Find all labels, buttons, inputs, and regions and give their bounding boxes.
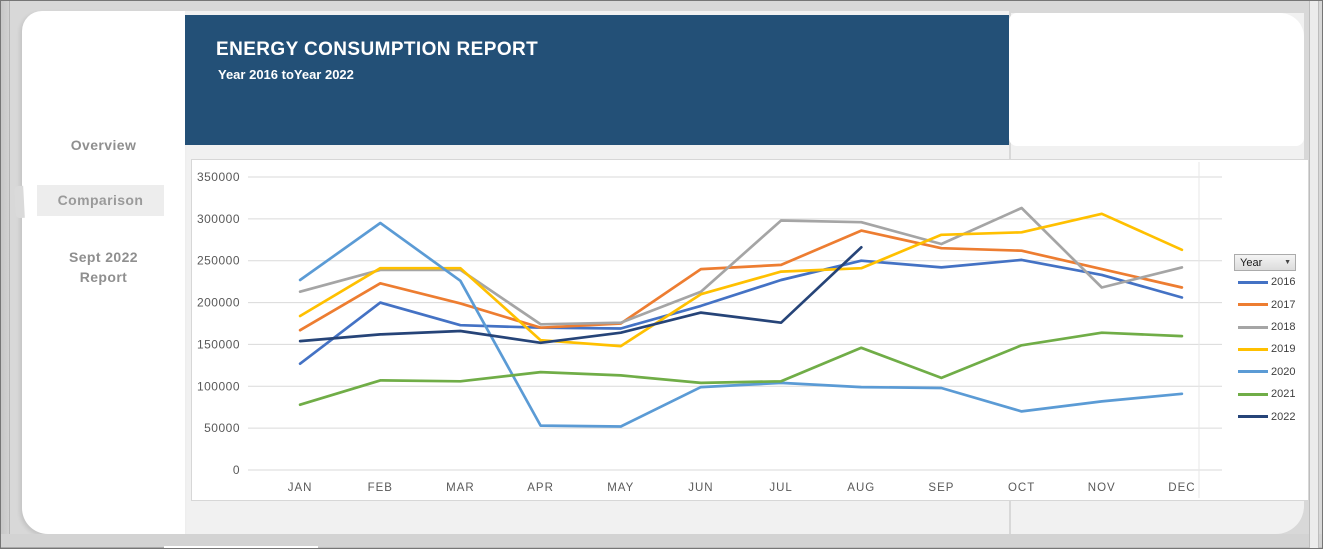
x-axis-month-label: MAR [446,482,475,494]
legend-swatch-2021 [1238,392,1268,396]
legend-item-2016: 2016 [1234,271,1304,293]
sheet-tab-divider [318,547,1322,548]
x-axis-month-label: OCT [1008,482,1035,494]
x-axis-month-label: NOV [1088,482,1116,494]
x-axis-month-label: APR [527,482,554,494]
series-line-2019 [298,212,1184,348]
y-axis-tick-label: 350000 [197,170,240,184]
legend-swatch-2016 [1238,280,1268,284]
sidebar-selection-notch [14,185,25,219]
legend-item-2021: 2021 [1234,383,1304,405]
legend-label: 2019 [1271,343,1296,356]
year-filter-label: Year [1240,256,1263,269]
y-axis-tick-label: 0 [233,463,240,477]
window-left-edge [1,1,10,548]
series-line-2020 [298,221,1184,428]
legend-item-2017: 2017 [1234,293,1304,315]
year-filter-dropdown[interactable]: Year ▼ [1234,254,1296,271]
report-title: ENERGY CONSUMPTION REPORT [216,39,539,60]
x-axis-month-label: JAN [288,482,313,494]
sidebar: Overview Comparison Sept 2022 Report [22,11,185,534]
legend-item-2018: 2018 [1234,316,1304,338]
report-subtitle: Year 2016 toYear 2022 [218,67,354,82]
x-axis-month-label: FEB [368,482,393,494]
legend-item-2020: 2020 [1234,361,1304,383]
y-axis-tick-label: 150000 [197,337,240,351]
legend-label: 2022 [1271,410,1296,423]
x-axis-month-label: AUG [847,482,875,494]
chart-legend: Year ▼ 2016 2017 2018 2019 2020 2021 2022 [1234,254,1304,428]
legend-swatch-2019 [1238,347,1268,351]
y-axis-tick-label: 250000 [197,254,240,268]
x-axis-month-label: DEC [1168,482,1195,494]
legend-label: 2020 [1271,365,1296,378]
legend-swatch-2020 [1238,370,1268,374]
chevron-down-icon: ▼ [1284,259,1291,266]
x-axis-month-label: JUN [688,482,713,494]
y-axis-tick-label: 50000 [204,421,240,435]
y-axis-tick-label: 200000 [197,296,240,310]
legend-label: 2016 [1271,276,1296,289]
x-axis-month-label: SEP [928,482,954,494]
top-right-panel [1009,13,1304,146]
sidebar-item-comparison[interactable]: Comparison [37,185,164,216]
sidebar-item-sept-2022-report[interactable]: Sept 2022 Report [69,249,138,285]
legend-label: 2018 [1271,321,1296,334]
line-chart-plot: 0 50000 100000 150000 200000 250000 300000 3500… [197,162,1222,498]
sheet-tab-active-sliver[interactable] [164,546,318,548]
legend-label: 2021 [1271,388,1296,401]
legend-swatch-2018 [1238,325,1268,329]
legend-label: 2017 [1271,298,1296,311]
series-line-2021 [298,331,1184,407]
series-line-2016 [298,258,1184,366]
legend-item-2019: 2019 [1234,338,1304,360]
sidebar-item-overview[interactable]: Overview [70,137,137,153]
series-line-2017 [298,229,1184,332]
y-axis-tick-label: 300000 [197,212,240,226]
legend-item-2022: 2022 [1234,405,1304,427]
report-header: ENERGY CONSUMPTION REPORT Year 2016 toYe… [185,15,1009,145]
legend-swatch-2022 [1238,415,1268,419]
energy-consumption-chart: 0 50000 100000 150000 200000 250000 300000 3500… [191,159,1309,501]
vertical-scrollbar[interactable] [1309,1,1319,548]
legend-items: 2016 2017 2018 2019 2020 2021 2022 [1234,271,1304,428]
legend-swatch-2017 [1238,303,1268,307]
series-line-2022 [298,245,863,345]
x-axis-month-label: JUL [769,482,792,494]
y-axis-tick-label: 100000 [197,379,240,393]
sheet-tab-left-sliver [1,547,164,548]
x-axis-month-label: MAY [607,482,634,494]
bottom-bar [1,534,1322,548]
